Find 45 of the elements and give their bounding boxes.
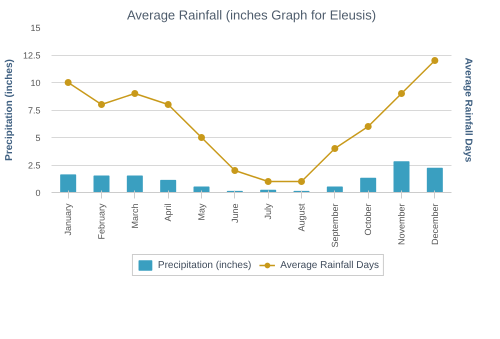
bar bbox=[394, 161, 410, 192]
point bbox=[398, 90, 405, 97]
point bbox=[298, 178, 305, 185]
x-tick-label: October bbox=[363, 203, 374, 236]
x-tick-label: March bbox=[130, 203, 140, 229]
x-tick-label: February bbox=[96, 203, 106, 240]
y-tick-label: 2.5 bbox=[28, 160, 41, 170]
y-tick-label: 7.5 bbox=[28, 106, 41, 116]
bar bbox=[160, 180, 176, 192]
bar bbox=[60, 174, 76, 192]
bar bbox=[126, 176, 143, 192]
point bbox=[364, 123, 372, 130]
chart-title: Average Rainfall (inches Graph for Eleusis) bbox=[126, 8, 376, 22]
x-tick-label: January bbox=[63, 203, 74, 236]
bar bbox=[326, 186, 343, 192]
point bbox=[431, 57, 438, 64]
y-tick-label: 12.5 bbox=[22, 50, 41, 60]
x-tick-label: September bbox=[330, 203, 340, 248]
point bbox=[98, 101, 105, 108]
y2-axis-title: Average Rainfall Days bbox=[462, 58, 474, 163]
x-tick-label: May bbox=[196, 203, 206, 220]
point bbox=[231, 167, 238, 174]
legend-label: Average Rainfall Days bbox=[280, 260, 380, 270]
bar bbox=[194, 186, 210, 192]
x-tick-label: August bbox=[296, 203, 306, 232]
x-tick-label: July bbox=[263, 203, 274, 220]
point bbox=[198, 134, 205, 141]
y-tick-label: 10 bbox=[30, 78, 41, 88]
bar bbox=[360, 178, 376, 192]
point bbox=[164, 101, 172, 108]
bar bbox=[426, 168, 443, 192]
y-tick-label: 15 bbox=[30, 23, 41, 33]
y-tick-label: 5 bbox=[35, 133, 41, 143]
y-tick-label: 0 bbox=[35, 188, 41, 198]
x-tick-label: December bbox=[430, 203, 440, 246]
point bbox=[131, 90, 138, 97]
x-tick-label: April bbox=[163, 203, 174, 222]
x-tick-label: June bbox=[230, 203, 240, 224]
point bbox=[264, 178, 272, 185]
x-tick-label: November bbox=[396, 203, 406, 246]
bar bbox=[94, 176, 110, 192]
y-axis-title: Precipitation (inches) bbox=[4, 59, 15, 161]
point bbox=[331, 145, 338, 152]
legend-label: Precipitation (inches) bbox=[158, 260, 252, 270]
point bbox=[64, 79, 72, 86]
